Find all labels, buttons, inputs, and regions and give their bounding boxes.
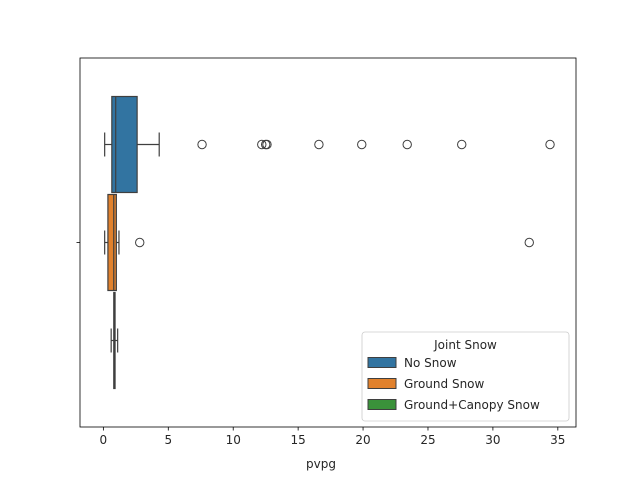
outlier-point — [257, 139, 267, 150]
legend-entry-label: Ground+Canopy Snow — [404, 398, 540, 412]
legend-swatch — [367, 357, 397, 368]
outlier-point — [457, 139, 467, 150]
box-iqr — [107, 193, 117, 292]
outlier-point — [197, 139, 207, 150]
x-tick-label: 35 — [550, 433, 565, 447]
outlier-point — [545, 139, 555, 150]
outlier-point — [135, 237, 145, 248]
legend: Joint Snow No Snow Ground Snow Ground+Cano… — [361, 331, 570, 422]
legend-swatch — [367, 378, 397, 389]
x-tick-label: 0 — [100, 433, 108, 447]
legend-entry-label: Ground Snow — [404, 377, 485, 391]
legend-title: Joint Snow — [433, 338, 497, 352]
x-tick-label: 15 — [290, 433, 305, 447]
outlier-point — [314, 139, 324, 150]
x-tick-label: 30 — [485, 433, 500, 447]
box-series — [110, 291, 119, 390]
x-axis-ticks: 0 5 10 15 20 25 30 35 — [100, 427, 565, 447]
outlier-point — [402, 139, 412, 150]
box-series — [104, 95, 555, 194]
x-axis-label: pvpg — [306, 457, 336, 471]
legend-frame — [361, 331, 570, 422]
plot-layer — [104, 95, 555, 390]
outlier-point — [262, 139, 272, 150]
x-tick-label: 25 — [420, 433, 435, 447]
x-tick-label: 5 — [164, 433, 172, 447]
legend-entry-label: No Snow — [404, 356, 457, 370]
x-tick-label: 10 — [226, 433, 241, 447]
outlier-point — [524, 237, 534, 248]
outlier-point — [357, 139, 367, 150]
x-tick-label: 20 — [355, 433, 370, 447]
box-series — [104, 193, 534, 292]
legend-swatch — [367, 399, 397, 410]
